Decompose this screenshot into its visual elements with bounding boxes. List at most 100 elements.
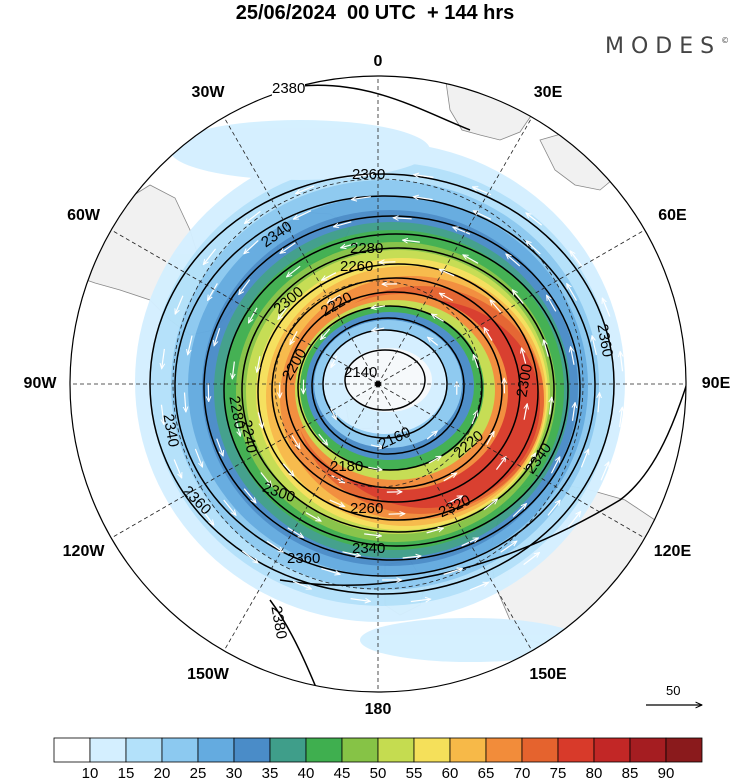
wind-arrow (463, 255, 479, 264)
wind-arrow (241, 550, 258, 563)
wind-arrow (287, 265, 301, 277)
wind-arrow (473, 210, 492, 220)
wind-arrow (266, 540, 283, 552)
wind-arrow (426, 528, 444, 534)
colorbar-swatch (89, 737, 127, 763)
colorbar-swatch (233, 737, 271, 763)
longitude-label: 0 (373, 53, 383, 70)
wind-arrow (235, 419, 241, 436)
wind-arrow (439, 293, 453, 302)
wind-arrow (175, 295, 184, 314)
wind-arrow (248, 307, 258, 323)
wind-arrow (322, 272, 337, 281)
wind-arrow (257, 412, 262, 428)
wind-arrow (216, 438, 223, 456)
colorbar-tick-label: 30 (225, 765, 243, 782)
wind-arrow (544, 340, 549, 357)
modes-logo: MODES© (605, 34, 729, 59)
wind-arrow (393, 218, 412, 219)
wind-reference-value: 50 (666, 683, 681, 698)
colorbar-tick-label: 15 (117, 765, 135, 782)
colorbar-swatch (341, 737, 379, 763)
wind-arrow (290, 331, 298, 344)
wind-arrow (350, 599, 371, 602)
contour-label: 2280 (350, 240, 384, 257)
latitude-circle-70n (274, 280, 482, 488)
wind-arrow (473, 355, 479, 369)
colorbar-swatch (557, 737, 595, 763)
wind-arrow (547, 295, 557, 312)
colorbar-swatch (269, 737, 307, 763)
longitude-label: 60E (658, 207, 687, 224)
wind-arrow (368, 467, 382, 470)
contour-label: 2340 (352, 540, 386, 557)
wind-arrow (296, 185, 315, 194)
wind-arrow (526, 453, 536, 469)
colorbar-tick-label: 45 (333, 765, 351, 782)
colorbar-swatch (413, 737, 451, 763)
wind-arrow (592, 336, 597, 356)
wind-arrow (162, 348, 165, 369)
wind-arrow (351, 197, 371, 200)
wind-arrow (428, 456, 441, 464)
longitude-label: 150E (529, 665, 567, 683)
contour-label: 2260 (350, 500, 384, 517)
wind-arrow (484, 328, 493, 341)
wind-arrow (280, 242, 296, 254)
wind-arrow (223, 499, 236, 515)
wind-arrow (239, 279, 251, 295)
wind-arrow (321, 567, 340, 575)
wind-arrow (232, 361, 234, 379)
wind-arrow (570, 251, 583, 268)
wind-arrow (188, 335, 193, 355)
wind-arrow (203, 248, 217, 265)
wind-arrow (521, 348, 527, 364)
wind-arrow (524, 404, 527, 420)
wind-arrow (443, 569, 463, 575)
contour-2160 (322, 329, 448, 439)
contour-2200 (297, 305, 483, 471)
colorbar-swatch (197, 737, 235, 763)
wind-arrow (329, 499, 345, 508)
meridian-line (377, 383, 645, 539)
colorbar-tick-label: 25 (189, 765, 207, 782)
colorbar-tick-label: 80 (585, 765, 603, 782)
wind-arrow (469, 582, 489, 591)
wind-arrow (550, 397, 552, 415)
colorbar-tick-label: 60 (441, 765, 459, 782)
meridian-line (111, 383, 379, 539)
shade-pacific-jet (360, 618, 580, 662)
wind-arrow (330, 355, 338, 368)
contour-label: 2260 (340, 258, 374, 275)
wind-arrow (426, 431, 437, 440)
wind-arrow (372, 328, 385, 331)
wind-arrow (184, 392, 185, 412)
wind-arrow (293, 210, 312, 220)
wind-arrow (550, 457, 559, 474)
north-pole-dot (375, 381, 381, 387)
wind-arrow (567, 511, 580, 528)
colorbar-swatch (161, 737, 199, 763)
wind-arrow (371, 306, 386, 308)
meridian-line (223, 117, 379, 385)
colorbar-tick-label: 75 (549, 765, 567, 782)
wind-arrow (620, 351, 622, 372)
wind-arrow (506, 254, 521, 267)
contour-label: 2140 (344, 364, 378, 381)
meridian-line (377, 383, 533, 651)
longitude-label: 180 (364, 701, 392, 718)
wind-arrow (431, 314, 444, 322)
wind-arrow (243, 488, 256, 503)
wind-arrow (443, 473, 457, 482)
wind-arrow (244, 240, 259, 254)
colorbar-tick-label: 90 (657, 765, 675, 782)
wind-arrow (567, 284, 578, 301)
wind-arrow (379, 262, 396, 263)
wind-arrow (486, 431, 494, 445)
colorbar-swatch (449, 737, 487, 763)
wind-arrow (292, 580, 311, 589)
brand-text: MODES (605, 34, 722, 59)
wind-arrow (428, 337, 439, 346)
colorbar-swatch (521, 737, 559, 763)
